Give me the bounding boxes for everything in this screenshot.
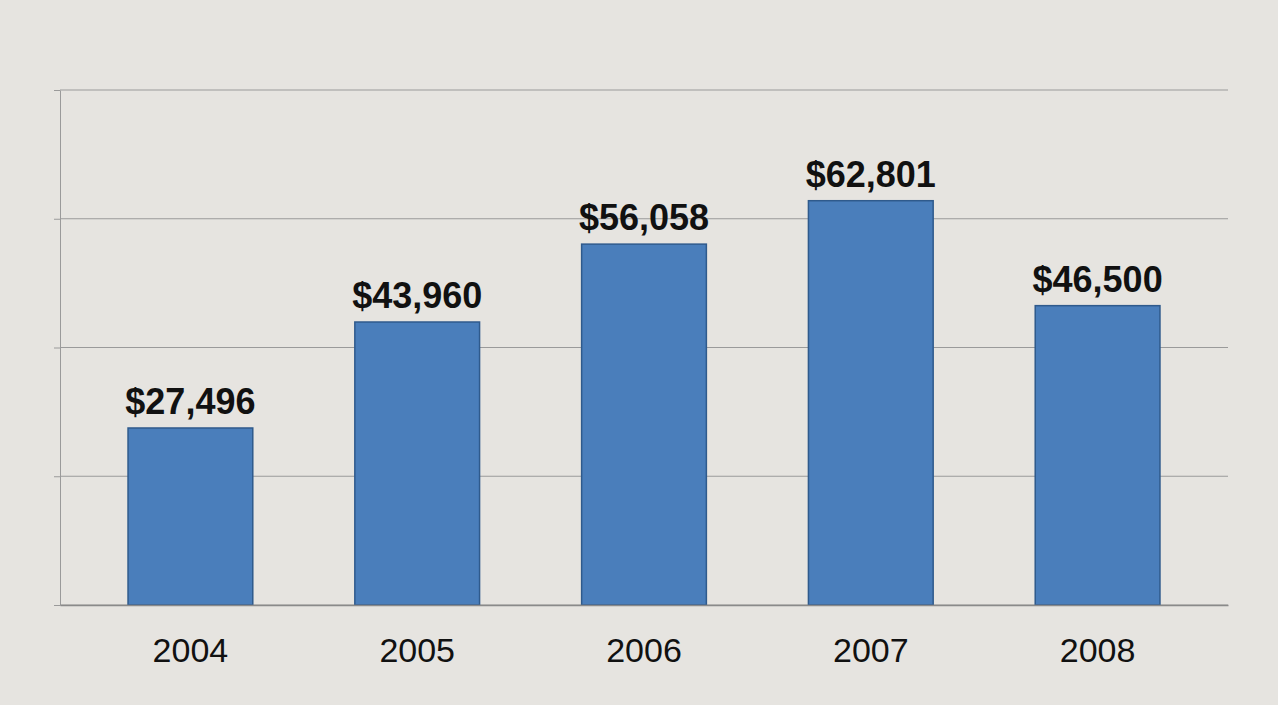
x-tick: 2007 [833,605,909,669]
y-tick [54,476,60,477]
x-tick-label: 2004 [153,631,229,669]
data-labels: $27,496 $43,960 $56,058 $62,801 $46,500 [125,154,1162,422]
y-tick [54,90,60,91]
y-tick [54,605,60,606]
x-tick-label: 2008 [1060,631,1136,669]
background [0,0,1278,705]
grid-line [60,90,1228,91]
y-tick [54,219,60,220]
x-axis-line [61,605,1229,607]
chart: 2004 2005 2006 2007 2008 $27,496 $43,960 $56,05… [0,0,1278,705]
x-tick: 2008 [1060,605,1136,669]
y-tick-mark [54,219,60,220]
data-label: $62,801 [806,154,936,195]
data-label: $27,496 [125,381,255,422]
x-tick-label: 2005 [379,631,455,669]
data-label: $56,058 [579,197,709,238]
x-tick-label: 2007 [833,631,909,669]
y-tick-mark [54,605,60,606]
bar [355,322,480,605]
x-tick: 2004 [153,605,229,669]
grid [60,90,1228,605]
bar [128,428,253,605]
x-tick: 2006 [606,605,682,669]
x-tick-label: 2006 [606,631,682,669]
bar [808,201,933,605]
x-axis: 2004 2005 2006 2007 2008 [61,605,1229,669]
bars [128,201,1160,605]
x-tick: 2005 [379,605,455,669]
y-tick [54,348,60,349]
y-axis-line [60,91,61,606]
plot: 2004 2005 2006 2007 2008 $27,496 $43,960 $56,05… [54,90,1229,669]
bar [582,244,707,605]
y-tick-mark [54,348,60,349]
y-tick-mark [54,90,60,91]
bar [1035,306,1160,605]
data-label: $43,960 [352,275,482,316]
data-label: $46,500 [1033,259,1163,300]
y-tick-mark [54,476,60,477]
y-axis [54,91,61,606]
